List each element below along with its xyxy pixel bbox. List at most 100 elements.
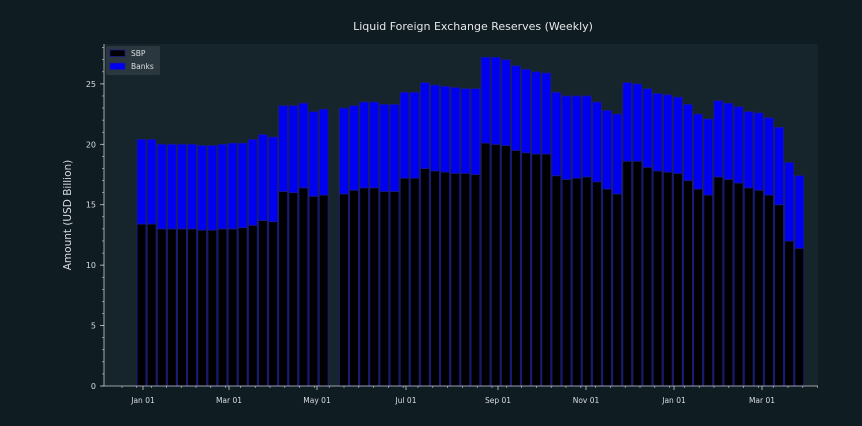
bar-banks <box>278 105 288 192</box>
bar-banks <box>177 143 187 230</box>
x-tick-label: Jan 01 <box>130 396 155 405</box>
bar-sbp <box>703 194 714 387</box>
bar-banks <box>460 88 471 174</box>
bar-sbp <box>258 220 268 387</box>
bar-banks <box>379 104 390 192</box>
bar-sbp <box>612 193 622 387</box>
x-tick-label: Mar 01 <box>749 396 775 405</box>
bar-banks <box>592 101 602 183</box>
bar-banks <box>713 100 724 178</box>
bar-banks <box>683 104 693 181</box>
bar-sbp <box>723 178 734 387</box>
bar-banks <box>349 105 359 191</box>
bar-sbp <box>501 145 511 387</box>
bar-sbp <box>369 187 380 387</box>
bar-banks <box>754 112 764 191</box>
bar-sbp <box>662 171 673 387</box>
bar-banks <box>197 145 208 231</box>
bar-sbp <box>531 153 541 387</box>
bar-banks <box>339 107 349 195</box>
legend: SBP Banks <box>106 46 160 75</box>
bar-sbp <box>207 229 218 387</box>
bar-sbp <box>794 247 805 387</box>
x-tick-label: Mar 01 <box>216 396 242 405</box>
bar-banks <box>136 139 147 225</box>
bar-banks <box>318 108 329 196</box>
bar-sbp <box>602 188 612 387</box>
bar-sbp <box>693 188 703 387</box>
bar-sbp <box>379 191 390 387</box>
legend-label-banks: Banks <box>131 62 154 71</box>
y-tick-label: 10 <box>86 261 96 270</box>
bar-sbp <box>359 187 369 387</box>
bar-sbp <box>389 191 400 387</box>
bar-sbp <box>561 178 572 387</box>
bar-sbp <box>187 228 197 387</box>
bar-banks <box>662 94 673 173</box>
bar-sbp <box>227 228 238 387</box>
bar-banks <box>248 139 258 226</box>
bar-sbp <box>430 170 440 387</box>
bar-sbp <box>784 240 794 387</box>
bar-sbp <box>339 193 349 387</box>
x-tick-label: Jan 01 <box>661 396 686 405</box>
bar-banks <box>298 102 309 189</box>
bar-sbp <box>268 221 278 387</box>
bar-banks <box>359 101 369 189</box>
bar-sbp <box>308 195 319 387</box>
bar-sbp <box>298 187 309 387</box>
bar-banks <box>581 95 592 178</box>
bar-banks <box>703 118 714 196</box>
y-axis: 0 5 10 15 20 25 <box>86 44 105 391</box>
bar-sbp <box>470 174 481 387</box>
bar-banks <box>784 162 794 242</box>
bar-banks <box>673 96 683 174</box>
bar-banks <box>794 175 805 249</box>
bar-sbp <box>460 172 471 387</box>
bar-sbp <box>237 227 248 387</box>
bar-sbp <box>754 189 764 387</box>
bar-banks <box>733 106 744 184</box>
bar-sbp <box>632 160 643 387</box>
bar-banks <box>369 101 380 189</box>
bar-sbp <box>713 176 724 387</box>
bar-sbp <box>480 142 491 387</box>
bar-banks <box>440 85 450 173</box>
bar-banks <box>774 126 784 206</box>
legend-label-sbp: SBP <box>131 49 146 58</box>
bar-banks <box>622 82 633 162</box>
bar-banks <box>521 68 531 154</box>
bar-banks <box>743 111 754 189</box>
y-tick-label: 25 <box>86 80 96 89</box>
bar-sbp <box>774 204 784 387</box>
bar-banks <box>541 72 552 155</box>
bar-sbp <box>177 228 187 387</box>
bar-banks <box>632 83 643 162</box>
bar-sbp <box>197 229 208 387</box>
bar-banks <box>187 143 197 230</box>
y-tick-label: 5 <box>91 322 96 331</box>
bar-banks <box>227 142 238 230</box>
bar-sbp <box>764 194 774 387</box>
y-tick-label: 15 <box>86 201 96 210</box>
bar-banks <box>642 88 653 168</box>
bar-sbp <box>440 171 450 387</box>
bar-banks <box>167 143 177 230</box>
bar-sbp <box>420 168 430 387</box>
bar-sbp <box>511 149 521 387</box>
bar-banks <box>531 71 541 155</box>
bar-banks <box>450 87 461 174</box>
bar-sbp <box>399 177 410 387</box>
bar-sbp <box>278 191 288 387</box>
bar-sbp <box>450 172 461 387</box>
bar-banks <box>551 91 562 177</box>
bar-banks <box>430 84 440 172</box>
bar-banks <box>420 82 430 169</box>
bar-sbp <box>288 192 299 387</box>
y-axis-label: Amount (USD Billion) <box>62 160 74 271</box>
bar-banks <box>652 93 663 172</box>
bar-banks <box>764 117 774 196</box>
bar-sbp <box>490 143 501 387</box>
bar-sbp <box>409 177 420 387</box>
